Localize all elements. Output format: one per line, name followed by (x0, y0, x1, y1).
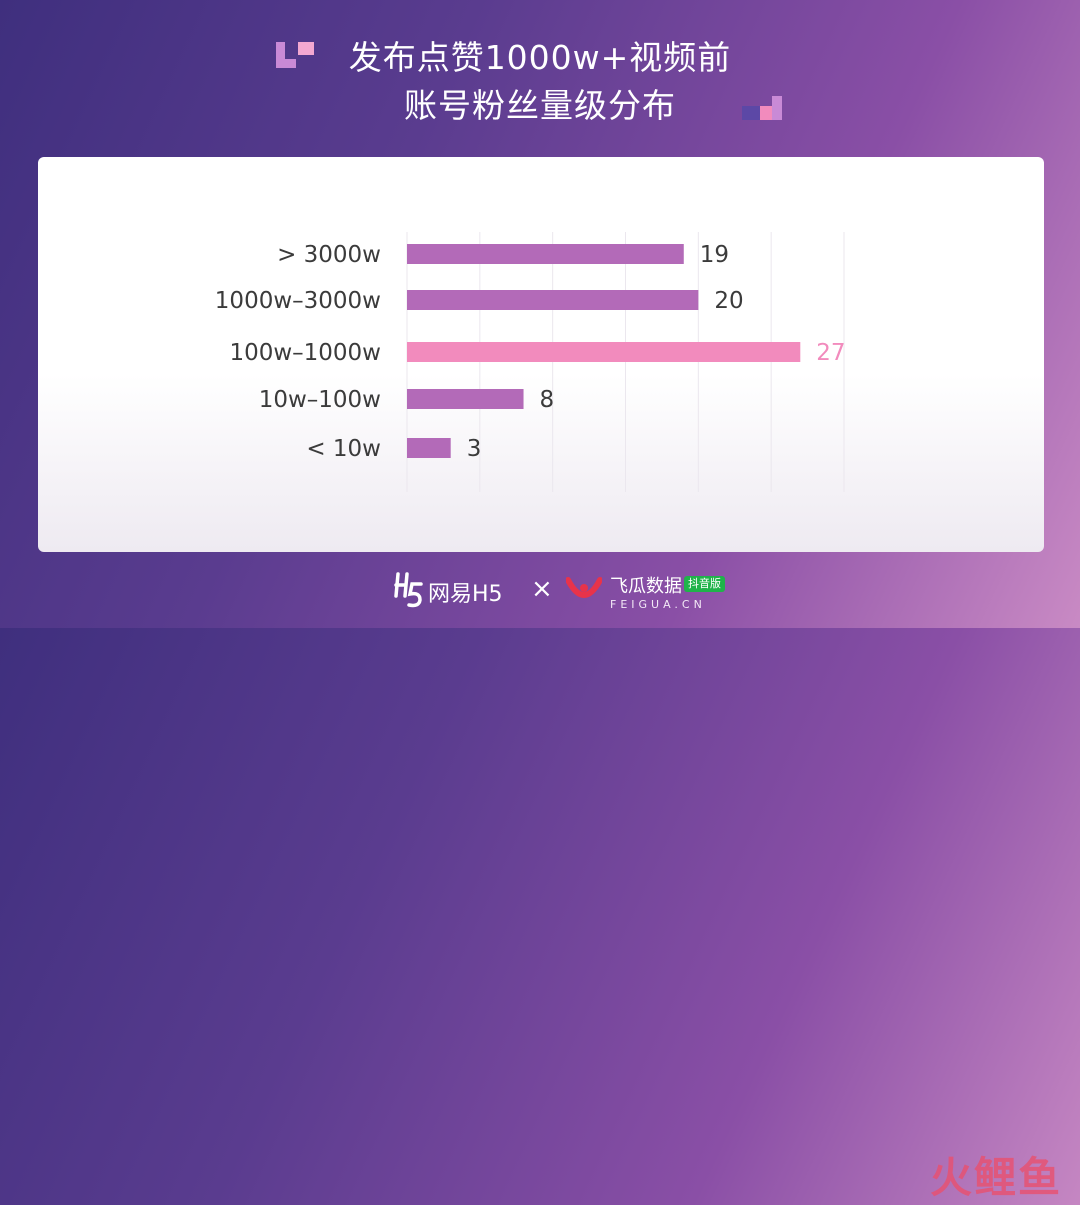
title-line-1: 发布点赞1000w+视频前 (348, 38, 732, 77)
feigua-mark-icon (566, 577, 602, 598)
logo2-text: 飞瓜数据 (610, 576, 682, 597)
value-label: 3 (467, 436, 482, 462)
logo2-sub: FEIGUA.CN (610, 598, 706, 611)
bar-chart: > 3000w 19 1000w–3000w 20 100w–1000w 27 10w–10… (215, 232, 846, 492)
category-label: < 10w (306, 436, 381, 462)
footer: 网易H5 × 飞瓜数据 抖音版 FEIGUA.CN 火鲤鱼 (0, 566, 1080, 1202)
value-label: 20 (714, 288, 743, 314)
title-decoration-left-icon (276, 42, 314, 68)
title-decoration-right-icon (742, 96, 782, 120)
logo1-text: 网易H5 (428, 582, 503, 607)
feigua-logo: 飞瓜数据 抖音版 FEIGUA.CN (566, 570, 736, 612)
title-line-2: 账号粉丝量级分布 (404, 86, 676, 125)
logo2-badge: 抖音版 (684, 576, 725, 592)
bar (407, 290, 699, 310)
h5-mark-icon (394, 572, 423, 608)
category-label: 100w–1000w (229, 340, 381, 366)
chart-title: 发布点赞1000w+视频前 账号粉丝量级分布 (0, 34, 1080, 130)
value-label: 27 (816, 340, 845, 366)
watermark: 火鲤鱼 (929, 1153, 1062, 1202)
netease-h5-logo: 网易H5 (392, 570, 522, 610)
value-label: 19 (700, 242, 729, 268)
category-label: > 3000w (277, 242, 381, 268)
bar (407, 244, 684, 264)
category-label: 10w–100w (259, 387, 381, 413)
value-label: 8 (540, 387, 555, 413)
bar (407, 438, 451, 458)
category-label: 1000w–3000w (215, 288, 381, 314)
collab-separator: × (531, 574, 553, 604)
bar (407, 342, 801, 362)
bar (407, 389, 524, 409)
chart-panel: > 3000w 19 1000w–3000w 20 100w–1000w 27 10w–10… (38, 157, 1044, 552)
